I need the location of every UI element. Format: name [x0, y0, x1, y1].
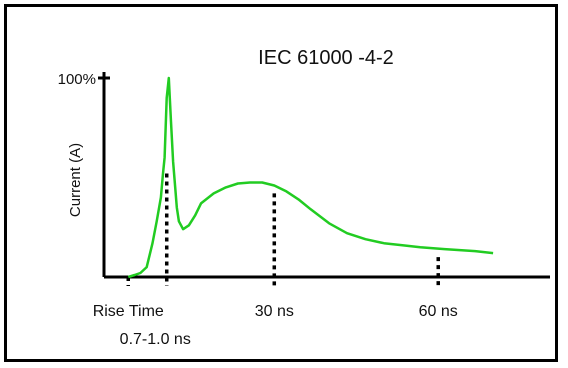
y-tick-label: 100% [58, 71, 96, 88]
marker-label-3: 60 ns [419, 303, 458, 320]
current-waveform-line [127, 76, 494, 279]
marker-label-2: 30 ns [255, 303, 294, 320]
chart-title: IEC 61000 -4-2 [258, 47, 394, 69]
chart-frame [4, 4, 558, 362]
marker-label-0: Rise Time [93, 303, 164, 320]
marker-sublabel-0: 0.7-1.0 ns [120, 331, 191, 348]
y-axis-label: Current (A) [67, 143, 84, 217]
